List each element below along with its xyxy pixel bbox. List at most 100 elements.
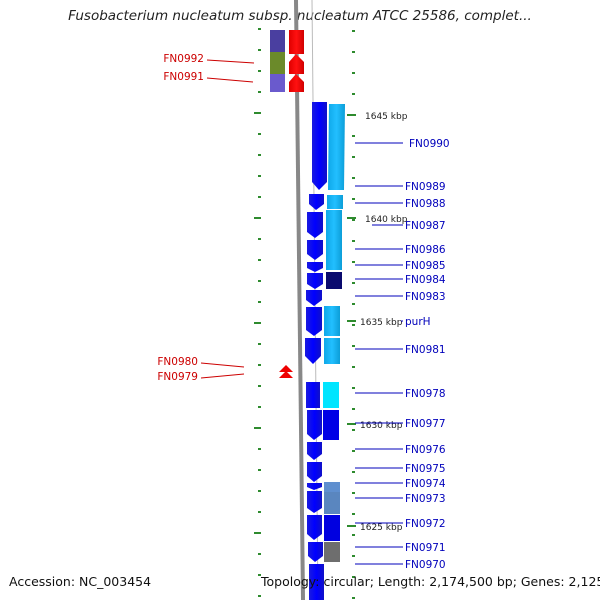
gene-label[interactable]: FN0989: [405, 181, 446, 193]
scale-label: 1635 kbp: [360, 318, 403, 328]
right-tick: [352, 345, 355, 347]
left-tick: [258, 133, 261, 135]
gene-label[interactable]: FN0987: [405, 220, 446, 232]
gene-label[interactable]: FN0990: [409, 138, 450, 150]
scale-label: 1630 kbp: [360, 421, 403, 431]
right-gene-labels: FN0990 FN0989 FN0988 FN0987 FN0986 FN0985 FN09…: [355, 138, 450, 571]
gene-label[interactable]: FN0981: [405, 344, 446, 356]
gene-label[interactable]: FN0980: [157, 356, 198, 368]
gene-fn0981-outer[interactable]: [324, 338, 340, 364]
gene-label[interactable]: FN0992: [163, 53, 204, 65]
gene-leader-line: [200, 362, 245, 368]
gene-fn0985-arrow[interactable]: [307, 262, 323, 272]
gene-label[interactable]: FN0971: [405, 542, 446, 554]
gene-label[interactable]: FN0973: [405, 493, 446, 505]
gene-purH-outer[interactable]: [324, 306, 340, 336]
right-tick: [352, 513, 355, 515]
left-tick: [258, 196, 261, 198]
gene-fn0974-arrow[interactable]: [307, 483, 322, 490]
scale-label: 1625 kbp: [360, 523, 403, 533]
left-tick: [258, 301, 261, 303]
right-tick: [352, 534, 355, 536]
accession-text: Accession: NC_003454: [9, 574, 152, 589]
left-tick: [258, 259, 261, 261]
gene-label[interactable]: FN0983: [405, 291, 446, 303]
left-strand-genes: [270, 30, 304, 378]
gene-label[interactable]: FN0972: [405, 518, 446, 530]
gene-label[interactable]: FN0974: [405, 478, 446, 490]
left-tick: [258, 28, 261, 30]
right-tick: [352, 156, 355, 158]
gene-label[interactable]: FN0985: [405, 260, 446, 272]
gene-label[interactable]: FN0978: [405, 388, 446, 400]
gene-fn0981-arrow[interactable]: [305, 338, 321, 364]
gene-fn0977-arrow[interactable]: [307, 410, 322, 440]
gene-red-top-2[interactable]: [289, 54, 304, 74]
gene-fn0987-arrow[interactable]: [307, 212, 323, 238]
right-tick: [352, 30, 355, 32]
gene-fn0970-block[interactable]: [309, 564, 324, 600]
scale-label: 1645 kbp: [365, 112, 408, 122]
gene-fn0989-block[interactable]: [328, 104, 345, 190]
gene-fn0980-arrow[interactable]: [279, 365, 293, 372]
gene-fn0991-block[interactable]: [270, 74, 285, 92]
gene-red-top-1[interactable]: [289, 30, 304, 54]
gene-label[interactable]: FN0986: [405, 244, 446, 256]
gene-fn0984-arrow[interactable]: [307, 273, 323, 289]
gene-label[interactable]: FN0977: [405, 418, 446, 430]
gene-fn0972-outer[interactable]: [324, 515, 340, 541]
gene-fn0992-block[interactable]: [270, 30, 285, 52]
gene-fn0983-arrow[interactable]: [306, 290, 322, 306]
left-tick: [258, 469, 261, 471]
gene-fn0978-outer[interactable]: [323, 382, 339, 408]
gene-fn0979-arrow[interactable]: [279, 371, 293, 378]
gene-fn0978-block[interactable]: [306, 382, 320, 408]
gene-fn0986-arrow[interactable]: [307, 240, 323, 260]
right-tick: [352, 303, 355, 305]
gene-fn0988-arrow[interactable]: [309, 194, 324, 210]
right-tick: [352, 72, 355, 74]
left-gene-labels: FN0992 FN0991 FN0980 FN0979: [157, 53, 255, 383]
gene-label[interactable]: FN0970: [405, 559, 446, 571]
left-tick: [258, 238, 261, 240]
gene-fn0977-outer[interactable]: [323, 410, 339, 440]
left-tick: [254, 427, 261, 429]
right-tick: [352, 555, 355, 557]
gene-red-top-3[interactable]: [289, 74, 304, 92]
gene-fn0973-arrow[interactable]: [307, 491, 322, 513]
gene-fn0984-outer[interactable]: [326, 272, 342, 289]
gene-fn0992b-block[interactable]: [270, 52, 285, 74]
gene-fn0976-arrow[interactable]: [307, 442, 322, 460]
gene-label[interactable]: FN0984: [405, 274, 446, 286]
gene-label[interactable]: FN0979: [157, 371, 198, 383]
gene-fn0990-arrow[interactable]: [312, 102, 327, 190]
left-tick: [258, 280, 261, 282]
right-tick: [352, 324, 355, 326]
right-tick: [352, 135, 355, 137]
gene-label[interactable]: FN0991: [163, 71, 204, 83]
left-tick: [258, 364, 261, 366]
scale-labels: 1645 kbp 1640 kbp 1635 kbp 1630 kbp 1625 kbp: [347, 112, 408, 533]
gene-fn0975-arrow[interactable]: [307, 462, 322, 482]
gene-fn0987-outer[interactable]: [326, 210, 342, 270]
gene-label[interactable]: FN0976: [405, 444, 446, 456]
gene-purH-arrow[interactable]: [306, 307, 322, 336]
gene-fn0971-outer[interactable]: [324, 542, 340, 562]
inner-blue-genes: [305, 102, 327, 600]
gene-label[interactable]: FN0975: [405, 463, 446, 475]
left-tick: [254, 322, 261, 324]
right-tick: [352, 261, 355, 263]
left-tick: [254, 112, 261, 114]
gene-fn0988-outer[interactable]: [327, 195, 343, 209]
gene-label[interactable]: FN0988: [405, 198, 446, 210]
right-tick: [352, 93, 355, 95]
gene-fn0974-outer[interactable]: [324, 482, 340, 492]
right-tick: [352, 597, 355, 599]
gene-fn0973-outer[interactable]: [324, 492, 340, 514]
gene-label[interactable]: purH: [405, 316, 431, 328]
right-tick: [352, 408, 355, 410]
gene-fn0972-arrow[interactable]: [307, 515, 322, 540]
left-tick: [258, 490, 261, 492]
gene-fn0971-arrow[interactable]: [308, 542, 323, 562]
